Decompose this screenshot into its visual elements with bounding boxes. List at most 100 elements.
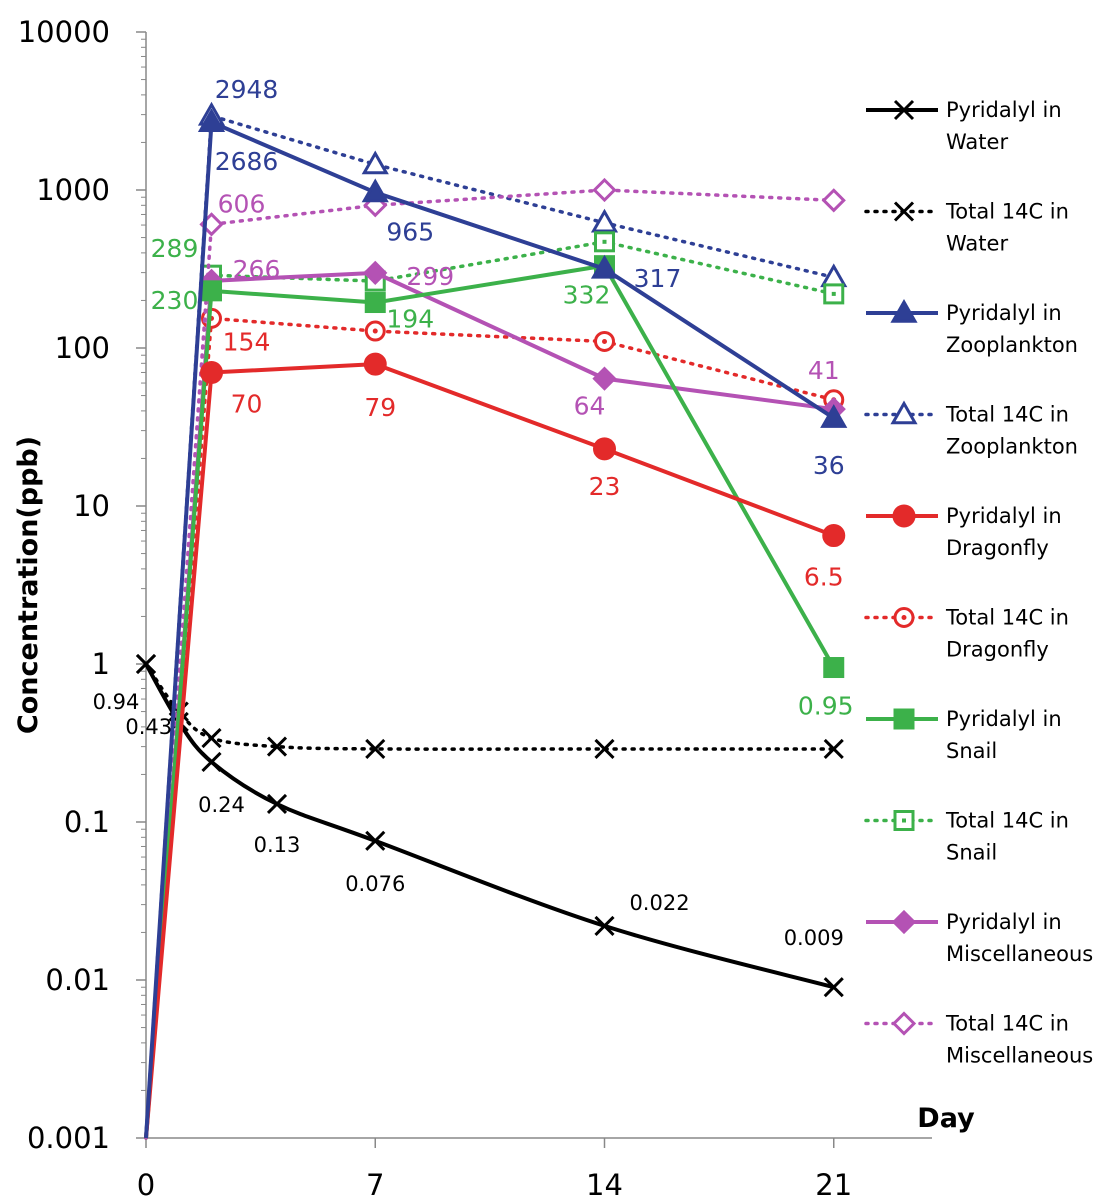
data-point [594,915,615,936]
series-1 [135,653,844,760]
x-tick-label: 7 [366,1168,384,1200]
data-label: 23 [589,472,621,501]
legend-item-4: Pyridalyl in Dragonfly [866,504,1062,560]
data-label: 0.009 [784,926,844,950]
data-point [363,260,388,285]
data-point [594,330,615,352]
data-label: 2948 [215,75,279,104]
data-label: 0.022 [629,891,689,915]
legend-item-9: Total 14C in Miscellaneous [864,1011,1093,1068]
data-label: 0.24 [198,793,245,817]
legend-label: Total 14C in Water [945,200,1069,256]
data-label: 606 [218,189,266,218]
legend-marker [890,298,918,323]
data-label: 36 [813,451,845,480]
legend-item-3: Total 14C in Zooplankton [864,400,1078,459]
data-label: 154 [223,327,271,356]
y-tick-label: 10000 [18,15,110,49]
series-0 [135,653,844,998]
data-label: 299 [406,262,454,291]
legend-marker [891,1011,917,1036]
data-labels: 0.43 0.24 0.13 0.076 0.022 0.009 0.94 2948 154 28… [93,75,854,950]
series-line [144,663,835,990]
x-tick-label: 21 [815,1168,852,1200]
series-9 [144,177,846,1140]
legend-marker [893,810,915,831]
data-point [593,437,616,461]
legend-marker [893,708,915,730]
data-point [135,653,157,675]
axes: 10000 1000 100 10 1 0.1 0.01 0.001 0 7 14 21 [18,15,932,1200]
x-axis-title: Day [917,1103,975,1134]
legend-label: Total 14C in Dragonfly [945,606,1069,662]
data-point [592,366,617,391]
data-label: 6.5 [804,563,844,592]
legend-label: Pyridalyl in Dragonfly [946,504,1062,560]
data-point [822,524,846,548]
y-tick-label: 1 [92,647,110,681]
legend-marker [893,607,915,628]
data-point [821,188,846,213]
data-point [823,283,845,305]
legend-item-2: Pyridalyl in Zooplankton [866,298,1078,357]
legend-item-0: Pyridalyl in Water [866,98,1062,154]
legend-marker [890,400,918,425]
legend-label: Total 14C in Zooplankton [945,403,1078,459]
data-label: 317 [634,264,682,293]
data-point [364,292,386,314]
data-point [200,360,223,384]
y-tick-label: 100 [55,331,110,365]
legend-marker [893,99,915,121]
data-point [820,404,848,428]
data-label: 230 [151,286,199,315]
series-layer [135,101,848,1140]
data-label: 0.95 [798,692,854,721]
legend-label: Pyridalyl in Snail [946,707,1062,763]
data-point [594,231,615,253]
data-point [365,738,386,760]
data-point [201,751,222,772]
data-label: 0.13 [254,833,301,857]
legend-marker [891,909,917,935]
series-line [144,662,836,751]
data-point [823,738,844,760]
legend-item-8: Pyridalyl in Miscellaneous [866,909,1093,966]
y-tick-label: 0.1 [64,805,110,839]
series-line [144,316,836,1140]
data-point [361,178,389,203]
x-tick-label: 14 [586,1168,623,1200]
data-label: 0.076 [345,872,405,896]
y-tick-label: 1000 [36,173,110,207]
legend-item-7: Total 14C in Snail [864,809,1069,865]
legend-label: Pyridalyl in Zooplankton [946,301,1078,357]
data-point [365,830,386,851]
data-point [201,727,222,749]
data-point [361,150,389,175]
legend-item-1: Total 14C in Water [864,200,1069,256]
data-point [823,977,844,998]
data-point [266,736,288,757]
legend-marker [893,201,915,222]
x-tick-label: 0 [137,1168,155,1200]
data-point [363,352,387,376]
data-label: 79 [364,393,396,422]
data-label: 332 [563,281,611,310]
series-5 [144,307,845,1140]
data-label: 41 [808,356,840,385]
data-point [201,280,222,302]
legend-label: Total 14C in Miscellaneous [945,1012,1093,1068]
series-2 [144,108,848,1139]
series-4 [144,352,846,1139]
data-label: 266 [233,255,281,284]
data-point [823,657,845,679]
data-label: 0.43 [125,715,172,739]
data-point [590,208,619,233]
data-point [592,177,617,203]
data-point [590,254,619,279]
data-point [266,793,288,815]
data-point [197,108,226,132]
data-label: 70 [231,389,263,418]
legend-label: Total 14C in Snail [945,809,1069,865]
legend-item-5: Total 14C in Dragonfly [864,606,1069,662]
data-point [364,320,386,342]
